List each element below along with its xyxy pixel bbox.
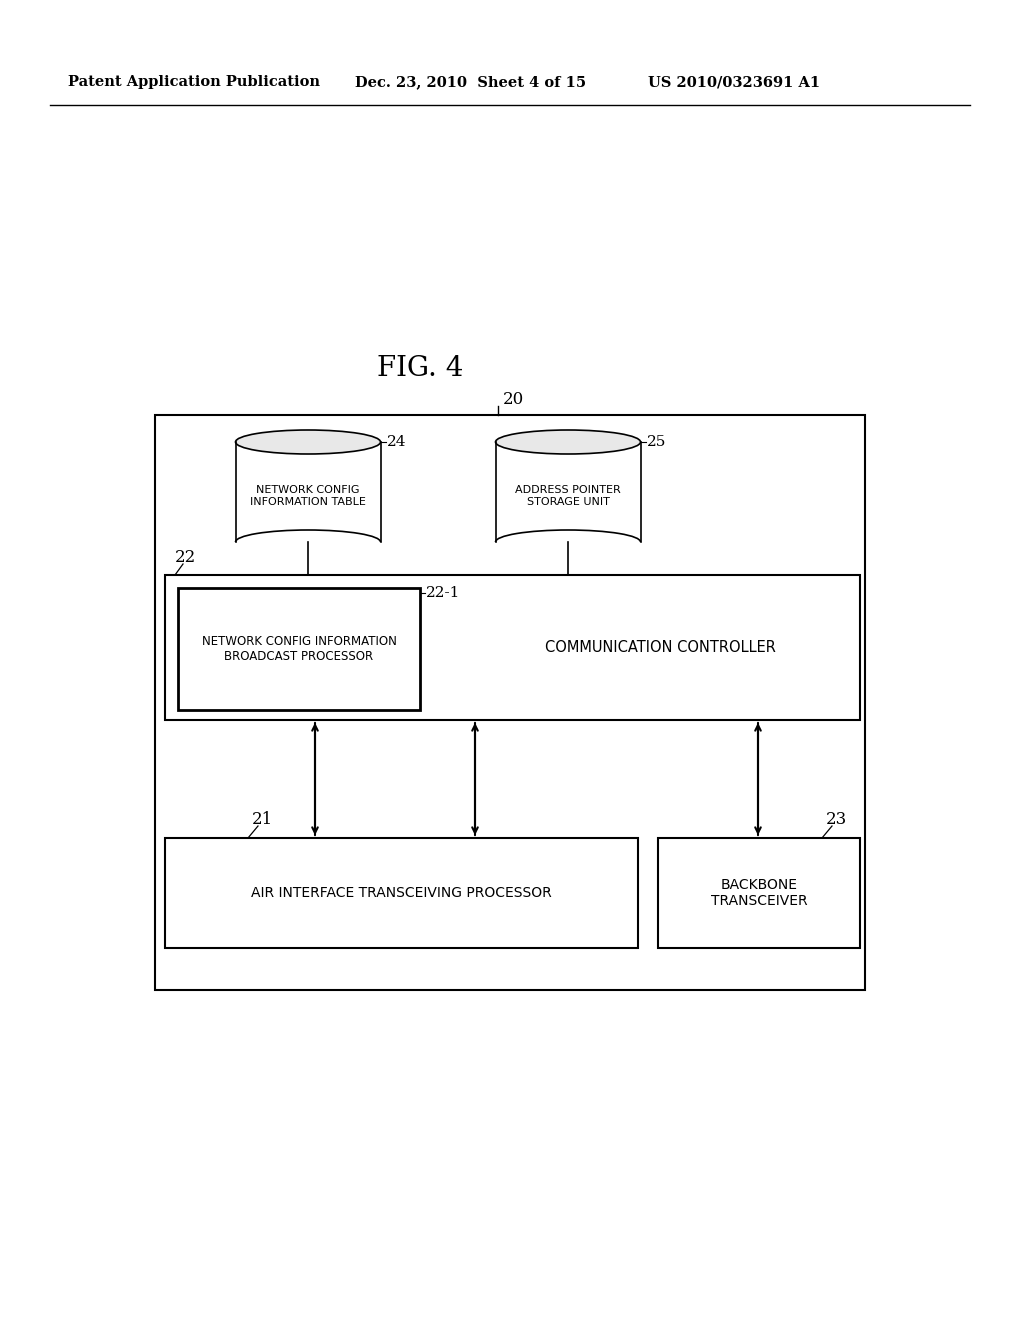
Text: Patent Application Publication: Patent Application Publication <box>68 75 319 88</box>
Text: 25: 25 <box>646 436 666 449</box>
Ellipse shape <box>496 430 640 454</box>
Bar <box>496 442 640 543</box>
Text: 22-1: 22-1 <box>426 586 461 601</box>
Text: ADDRESS POINTER
STORAGE UNIT: ADDRESS POINTER STORAGE UNIT <box>515 486 621 507</box>
Bar <box>165 576 860 719</box>
Text: FIG. 4: FIG. 4 <box>377 355 463 381</box>
Bar <box>658 838 860 948</box>
Bar <box>236 442 381 543</box>
Text: AIR INTERFACE TRANSCEIVING PROCESSOR: AIR INTERFACE TRANSCEIVING PROCESSOR <box>251 886 552 900</box>
Text: US 2010/0323691 A1: US 2010/0323691 A1 <box>648 75 820 88</box>
Text: BACKBONE
TRANSCEIVER: BACKBONE TRANSCEIVER <box>711 878 807 908</box>
Bar <box>178 587 420 710</box>
Text: 21: 21 <box>252 812 273 829</box>
Text: 20: 20 <box>503 392 524 408</box>
Text: COMMUNICATION CONTROLLER: COMMUNICATION CONTROLLER <box>545 640 775 656</box>
Text: Dec. 23, 2010  Sheet 4 of 15: Dec. 23, 2010 Sheet 4 of 15 <box>355 75 586 88</box>
Text: NETWORK CONFIG INFORMATION
BROADCAST PROCESSOR: NETWORK CONFIG INFORMATION BROADCAST PRO… <box>202 635 396 663</box>
Text: 22: 22 <box>175 549 197 566</box>
Bar <box>165 838 638 948</box>
Text: 23: 23 <box>826 812 847 829</box>
Ellipse shape <box>236 430 381 454</box>
Text: 24: 24 <box>386 436 406 449</box>
Bar <box>155 414 865 990</box>
Text: NETWORK CONFIG
INFORMATION TABLE: NETWORK CONFIG INFORMATION TABLE <box>250 486 366 507</box>
